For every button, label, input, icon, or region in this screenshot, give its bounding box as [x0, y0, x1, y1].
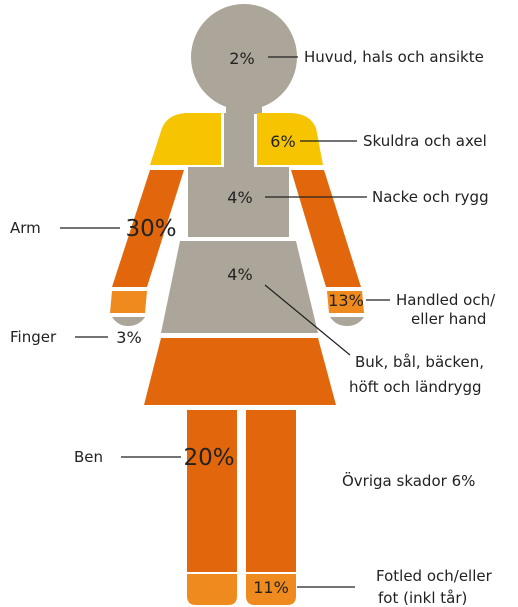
label: eller hand — [411, 310, 486, 328]
value: 13% — [328, 291, 364, 310]
label: Ben — [74, 448, 103, 466]
label: Skuldra och axel — [363, 132, 487, 150]
label: Huvud, hals och ansikte — [304, 48, 484, 66]
label: Handled och/ — [396, 291, 496, 309]
value: 20% — [183, 445, 234, 471]
label: Fotled och/eller — [376, 567, 493, 585]
label: Nacke och rygg — [372, 188, 489, 206]
label: Arm — [10, 219, 41, 237]
leg-right — [246, 410, 296, 572]
neck — [226, 104, 262, 114]
shoulder-left — [150, 113, 221, 165]
label: fot (inkl tår) — [378, 589, 467, 607]
value: 4% — [227, 265, 252, 284]
value: 6% — [270, 132, 295, 151]
value: 4% — [227, 188, 252, 207]
foot-left — [187, 574, 237, 605]
label: Buk, bål, bäcken, — [355, 353, 484, 371]
lower-torso — [161, 241, 318, 333]
value: 30% — [125, 216, 176, 242]
value: 11% — [253, 578, 289, 597]
leg-left — [187, 410, 237, 572]
value: 3% — [116, 328, 141, 347]
body-diagram: 2% 6% 4% 30% 13% 3% 4% 20% 11% Huvud, ha… — [0, 0, 518, 607]
label: Finger — [10, 328, 57, 346]
finger-right — [330, 317, 364, 326]
hand-left — [110, 291, 147, 313]
other-note: Övriga skador 6% — [342, 471, 475, 490]
skirt — [144, 338, 336, 405]
finger-left — [112, 317, 145, 326]
label: höft och ländrygg — [349, 378, 482, 396]
value: 2% — [229, 49, 254, 68]
